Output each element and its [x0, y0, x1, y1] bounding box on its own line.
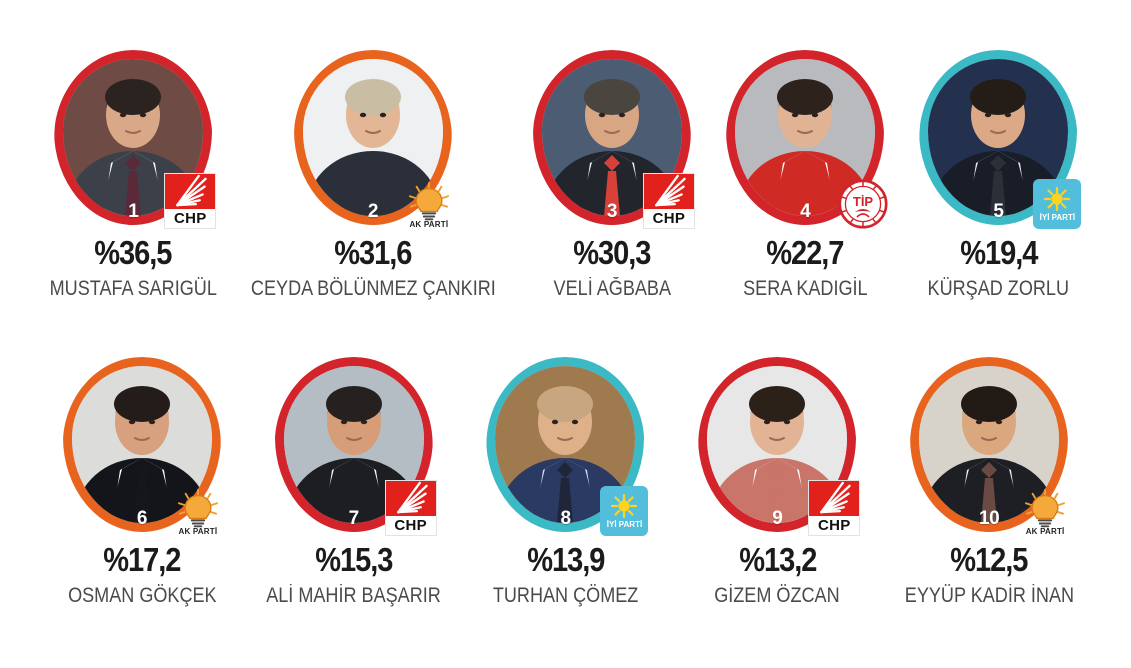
chp-label: CHP [643, 209, 694, 228]
pin-shape [63, 357, 221, 532]
pin-shape [54, 50, 212, 225]
iyi-parti-label: İYİ PARTİ [1039, 213, 1076, 222]
rank-badge: 1 [128, 201, 139, 222]
candidate-card[interactable]: 3 CHP %30,3 VELİ AĞBABA [515, 50, 708, 299]
percentage-value: %12,5 [950, 541, 1029, 578]
candidate-portrait-pin[interactable]: 4 TİP [726, 50, 888, 229]
results-row-2: 6 AK PARTİ %17,2 OSMAN GÖKÇEK [36, 357, 1095, 606]
candidate-name: KÜRŞAD ZORLU [927, 277, 1070, 300]
party-logo-iyi-parti: İYİ PARTİ [1033, 179, 1082, 229]
candidate-name: EYYÜP KADİR İNAN [904, 584, 1074, 607]
sun-icon [1044, 186, 1071, 212]
percentage-value: %22,7 [766, 234, 845, 271]
party-logo-ak-parti: AK PARTİ [402, 177, 456, 229]
candidate-card[interactable]: 6 AK PARTİ %17,2 OSMAN GÖKÇEK [36, 357, 248, 606]
chp-arrows-icon [809, 481, 860, 516]
candidate-photo [541, 59, 682, 216]
percentage-value: %30,3 [573, 234, 651, 271]
chp-arrows-icon [385, 481, 436, 516]
chp-label: CHP [165, 209, 216, 228]
candidate-name: GİZEM ÖZCAN [714, 584, 840, 607]
party-logo-ak-parti: AK PARTİ [1018, 484, 1072, 536]
candidate-portrait-pin[interactable]: 5 İYİ PARTİ [919, 50, 1082, 229]
candidate-photo [302, 59, 443, 216]
party-logo-tip: TİP [838, 179, 888, 229]
portrait-photo [302, 59, 443, 216]
candidate-card[interactable]: 5 İYİ PARTİ %19,4 KÜRŞAD ZORLU [902, 50, 1095, 299]
lightbulb-icon [408, 181, 449, 221]
candidate-photo [928, 59, 1069, 216]
party-logo-chp: CHP [642, 173, 695, 229]
pin-shape [294, 50, 452, 225]
results-row-1: 1 CHP %36,5 MUSTAFA SARIGÜL [36, 50, 1095, 299]
rank-badge: 2 [367, 201, 379, 222]
candidate-name: OSMAN GÖKÇEK [67, 584, 217, 607]
rank-badge: 7 [348, 508, 360, 529]
candidate-photo [71, 366, 212, 523]
candidate-card[interactable]: 7 CHP %15,3 ALİ MAHİR BAŞARIR [248, 357, 460, 606]
candidate-portrait-pin[interactable]: 7 CHP [275, 357, 437, 536]
pin-shape [919, 50, 1077, 225]
candidate-portrait-pin[interactable]: 10 AK PARTİ [910, 357, 1068, 536]
candidate-card[interactable]: 10 AK PARTİ %12,5 EYYÜP KADİR İNAN [883, 357, 1095, 606]
chp-arrows-icon [165, 174, 216, 209]
candidate-name: CEYDA BÖLÜNMEZ ÇANKIRI [250, 277, 496, 300]
ak-parti-label: AK PARTİ [178, 527, 218, 536]
lightbulb-icon [177, 488, 218, 528]
candidate-card[interactable]: 9 CHP %13,2 GİZEM ÖZCAN [671, 357, 883, 606]
candidate-card[interactable]: 4 TİP %22,7 SE [708, 50, 901, 299]
svg-text:TİP: TİP [853, 194, 874, 209]
tip-emblem-icon: TİP [838, 179, 888, 229]
percentage-value: %19,4 [959, 234, 1038, 271]
candidate-card[interactable]: 2 AK PARTİ %31,6 CEYDA BÖLÜNMEZ ÇANKIRI [231, 50, 516, 299]
candidate-portrait-pin[interactable]: 8 İYİ PARTİ [486, 357, 649, 536]
candidate-portrait-pin[interactable]: 2 AK PARTİ [294, 50, 452, 229]
candidate-name: TURHAN ÇÖMEZ [492, 584, 639, 607]
ak-parti-label: AK PARTİ [1025, 527, 1065, 536]
rank-badge: 6 [136, 508, 148, 529]
chp-label: CHP [385, 516, 436, 535]
candidate-photo [63, 59, 204, 216]
percentage-value: %15,3 [315, 541, 393, 578]
candidate-portrait-pin[interactable]: 6 AK PARTİ [63, 357, 221, 536]
rank-badge: 8 [560, 508, 571, 529]
party-logo-ak-parti: AK PARTİ [171, 484, 225, 536]
candidate-name: SERA KADIGİL [742, 277, 868, 300]
candidate-portrait-pin[interactable]: 1 CHP [54, 50, 217, 229]
rank-badge: 3 [606, 201, 618, 222]
candidate-portrait-pin[interactable]: 3 CHP [533, 50, 695, 229]
iyi-parti-label: İYİ PARTİ [606, 520, 643, 529]
percentage-value: %13,2 [738, 541, 817, 578]
candidate-name: MUSTAFA SARIGÜL [49, 277, 217, 300]
rank-badge: 9 [772, 508, 783, 529]
party-logo-chp: CHP [384, 480, 437, 536]
portrait-photo [919, 366, 1060, 523]
percentage-value: %36,5 [94, 234, 173, 271]
candidate-name: VELİ AĞBABA [553, 277, 671, 300]
portrait-photo [71, 366, 212, 523]
lightbulb-icon [1025, 488, 1066, 528]
party-logo-chp: CHP [808, 480, 861, 536]
candidate-portrait-pin[interactable]: 9 CHP [698, 357, 861, 536]
party-logo-iyi-parti: İYİ PARTİ [600, 486, 649, 536]
rank-badge: 10 [979, 508, 1000, 529]
percentage-value: %13,9 [526, 541, 605, 578]
party-logo-chp: CHP [164, 173, 217, 229]
rank-badge: 4 [800, 201, 811, 222]
candidate-card[interactable]: 8 İYİ PARTİ %13,9 TURHAN ÇÖMEZ [460, 357, 672, 606]
percentage-value: %31,6 [334, 234, 412, 271]
percentage-value: %17,2 [103, 541, 181, 578]
candidate-card[interactable]: 1 CHP %36,5 MUSTAFA SARIGÜL [36, 50, 231, 299]
sun-icon [611, 493, 638, 519]
rank-badge: 5 [993, 201, 1004, 222]
candidate-name: ALİ MAHİR BAŞARIR [266, 584, 442, 607]
chp-label: CHP [809, 516, 860, 535]
ak-parti-label: AK PARTİ [409, 220, 449, 229]
chp-arrows-icon [643, 174, 694, 209]
candidate-photo [919, 366, 1060, 523]
